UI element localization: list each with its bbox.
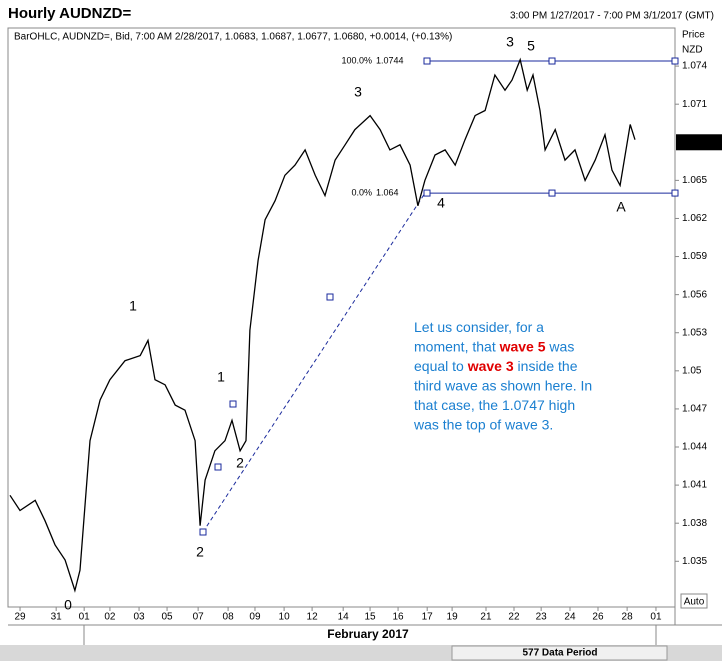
x-tick-label: 03 [133,612,145,623]
fib-label: 100.0% [341,55,372,65]
y-tick-label: 1.065 [682,175,707,186]
trend-handle [214,463,222,471]
x-tick-label: 23 [536,612,548,623]
x-tick-label: 08 [223,612,235,623]
note-text: wave 5 [499,338,546,354]
x-tick-label: 31 [51,612,63,623]
note-line: equal to wave 3 inside the [414,358,578,374]
y-tick-label: 1.038 [682,518,707,529]
fib-handle [548,189,556,197]
note-line: moment, that wave 5 was [414,338,574,354]
y-tick-label: 1.071 [682,99,707,110]
fib-handle [548,57,556,65]
x-tick-label: 24 [564,612,576,623]
x-tick-label: 15 [364,612,376,623]
x-tick-label: 12 [307,612,319,623]
trend-line-path [202,189,428,533]
note-text: was [546,338,575,354]
note-text: inside the [514,358,578,374]
last-price-tag [676,134,722,151]
y-tick-label: 1.053 [682,327,707,338]
y-tick-label: 1.062 [682,213,707,224]
scale-mode[interactable]: Auto [684,597,705,608]
fib-handle [671,189,679,197]
y-tick-label: 1.05 [682,365,702,376]
x-tick-label: 05 [161,612,173,623]
note-line: that case, the 1.0747 high [414,397,575,413]
y-tick-label: 1.056 [682,289,707,300]
fib-handle [423,189,431,197]
trend-line [199,189,428,536]
x-tick-label: 02 [104,612,116,623]
wave-label: 1 [217,369,225,385]
note-text: equal to [414,358,468,374]
x-tick-label: 14 [338,612,350,623]
note-text: that case, the 1.0747 high [414,397,575,413]
footer-box [451,645,668,661]
note-line: Let us consider, for a [414,319,544,335]
wave-label: 4 [437,195,445,211]
footer-text: 577 Data Period [522,648,597,659]
trend-handle [326,293,334,301]
y-tick-label: 1.047 [682,404,707,415]
wave-label: 2 [236,455,244,471]
note-text: wave 3 [467,358,514,374]
wave-label: 1 [129,298,137,314]
note-text: moment, that [414,338,500,354]
fib-value: 1.064 [376,187,399,197]
y-tick-label: 1.035 [682,556,707,567]
note-text: was the top of wave 3. [413,416,553,432]
y-tick-label: 1.041 [682,480,707,491]
x-tick-label: 21 [480,612,492,623]
x-tick-label: 22 [508,612,520,623]
wave-label: A [616,199,626,215]
x-tick-label: 26 [592,612,604,623]
legend-text: BarOHLC, AUDNZD=, Bid, 7:00 AM 2/28/2017… [14,32,452,43]
scale-mode-box[interactable] [680,593,708,609]
fib-value: 1.0744 [376,55,404,65]
chart-title: Hourly AUDNZD= [8,5,131,22]
y-axis-unit: NZD [682,45,703,56]
wave-label: 3 [354,84,362,100]
fib-label: 0.0% [351,187,372,197]
x-tick-label: 28 [622,612,634,623]
x-tick-label: 01 [650,612,662,623]
note-line: third wave as shown here. In [414,377,592,393]
x-tick-label: 19 [447,612,459,623]
x-tick-label: 01 [79,612,91,623]
trend-handle [199,528,207,536]
wave-label: 2 [196,544,204,560]
y-axis-label: Price [682,30,705,41]
date-range: 3:00 PM 1/27/2017 - 7:00 PM 3/1/2017 (GM… [510,11,714,22]
note-line: was the top of wave 3. [413,416,553,432]
x-tick-label: 17 [422,612,434,623]
x-axis-label: February 2017 [327,627,409,641]
wave-label: 5 [527,38,535,54]
fib-handle [423,57,431,65]
y-tick-label: 1.059 [682,251,707,262]
y-tick-label: 1.074 [682,61,707,72]
trend-handle [229,400,237,408]
x-tick-label: 29 [14,612,26,623]
x-tick-label: 09 [249,612,261,623]
last-price-label: 1.0680 [680,137,711,148]
wave-label: 3 [506,34,514,50]
price-line [9,57,636,593]
note-text: Let us consider, for a [414,319,544,335]
wave-label: 0 [64,597,72,613]
x-tick-label: 16 [393,612,405,623]
y-tick-label: 1.044 [682,442,707,453]
note-text: third wave as shown here. In [414,377,592,393]
x-tick-label: 10 [279,612,291,623]
x-tick-label: 07 [193,612,205,623]
fib-handle [671,57,679,65]
